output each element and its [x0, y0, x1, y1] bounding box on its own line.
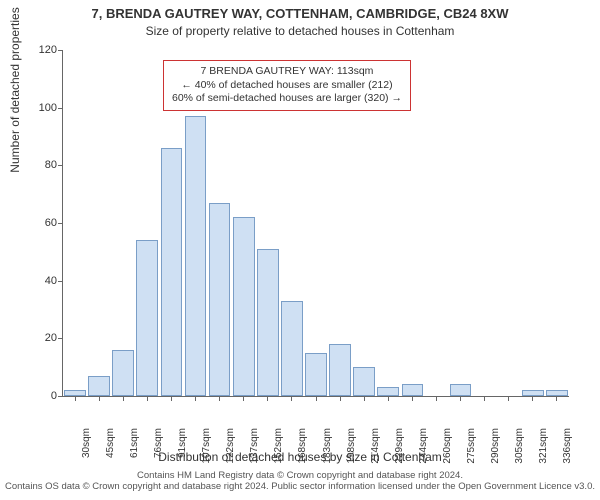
- histogram-bar: [305, 353, 327, 396]
- y-tick-mark: [58, 50, 63, 51]
- y-tick-mark: [58, 108, 63, 109]
- x-tick-mark: [484, 396, 485, 401]
- histogram-bar: [64, 390, 86, 396]
- x-tick-mark: [364, 396, 365, 401]
- histogram-bar: [353, 367, 375, 396]
- y-tick-label: 40: [27, 275, 57, 287]
- x-tick-mark: [460, 396, 461, 401]
- x-tick-mark: [316, 396, 317, 401]
- footer-line-2: Contains OS data © Crown copyright and d…: [5, 481, 595, 492]
- histogram-bar: [546, 390, 568, 396]
- x-tick-mark: [556, 396, 557, 401]
- badge-line-3: 60% of semi-detached houses are larger (…: [172, 92, 402, 106]
- x-tick-mark: [291, 396, 292, 401]
- y-tick-mark: [58, 396, 63, 397]
- y-tick-mark: [58, 281, 63, 282]
- histogram-bar: [185, 116, 207, 396]
- x-tick-mark: [219, 396, 220, 401]
- y-tick-label: 20: [27, 332, 57, 344]
- footer: Contains HM Land Registry data © Crown c…: [0, 470, 600, 493]
- annotation-badge: 7 BRENDA GAUTREY WAY: 113sqm ← 40% of de…: [163, 60, 411, 111]
- y-tick-mark: [58, 165, 63, 166]
- x-tick-mark: [532, 396, 533, 401]
- histogram-bar: [377, 387, 399, 396]
- x-tick-mark: [123, 396, 124, 401]
- histogram-bar: [281, 301, 303, 396]
- x-tick-mark: [388, 396, 389, 401]
- badge-line-1: 7 BRENDA GAUTREY WAY: 113sqm: [172, 65, 402, 79]
- x-tick-mark: [243, 396, 244, 401]
- y-tick-label: 120: [27, 44, 57, 56]
- x-tick-mark: [436, 396, 437, 401]
- y-tick-label: 60: [27, 217, 57, 229]
- x-tick-mark: [412, 396, 413, 401]
- histogram-bar: [402, 384, 424, 396]
- y-tick-label: 0: [27, 390, 57, 402]
- y-tick-label: 80: [27, 159, 57, 171]
- x-tick-mark: [195, 396, 196, 401]
- histogram-bar: [161, 148, 183, 396]
- histogram-bar: [112, 350, 134, 396]
- x-tick-mark: [147, 396, 148, 401]
- chart-title: 7, BRENDA GAUTREY WAY, COTTENHAM, CAMBRI…: [0, 6, 600, 21]
- y-axis-label: Number of detached properties: [8, 0, 22, 240]
- histogram-bar: [88, 376, 110, 396]
- footer-line-1: Contains HM Land Registry data © Crown c…: [137, 470, 463, 481]
- badge-line-2: ← 40% of detached houses are smaller (21…: [172, 79, 402, 93]
- plot-area: 7 BRENDA GAUTREY WAY: 113sqm ← 40% of de…: [62, 50, 569, 397]
- histogram-bar: [522, 390, 544, 396]
- x-tick-mark: [75, 396, 76, 401]
- x-tick-mark: [267, 396, 268, 401]
- x-tick-mark: [508, 396, 509, 401]
- x-tick-mark: [340, 396, 341, 401]
- y-tick-label: 100: [27, 102, 57, 114]
- histogram-bar: [209, 203, 231, 396]
- x-axis-label: Distribution of detached houses by size …: [0, 450, 600, 464]
- histogram-bar: [136, 240, 158, 396]
- x-tick-mark: [171, 396, 172, 401]
- y-tick-mark: [58, 223, 63, 224]
- histogram-bar: [257, 249, 279, 396]
- x-tick-mark: [99, 396, 100, 401]
- page: 7, BRENDA GAUTREY WAY, COTTENHAM, CAMBRI…: [0, 0, 600, 500]
- y-tick-mark: [58, 338, 63, 339]
- histogram-bar: [329, 344, 351, 396]
- chart-subtitle: Size of property relative to detached ho…: [0, 24, 600, 38]
- histogram-bar: [450, 384, 472, 396]
- histogram-bar: [233, 217, 255, 396]
